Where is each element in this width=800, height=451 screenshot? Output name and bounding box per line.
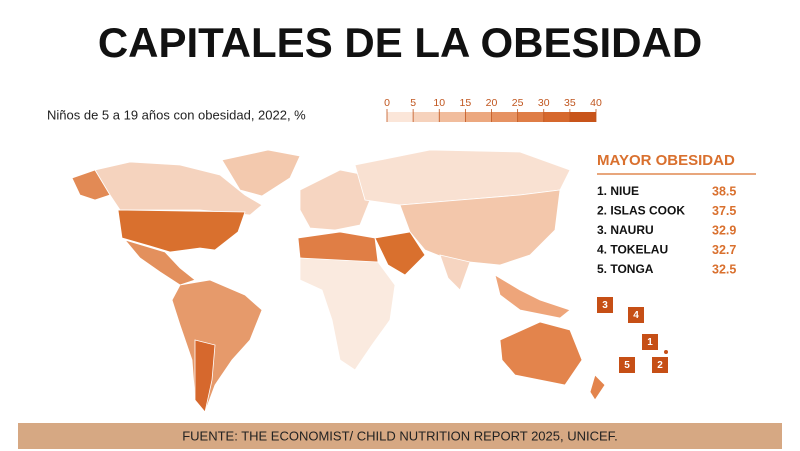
usa (117, 209, 246, 253)
new-zealand (589, 374, 606, 401)
south-america (171, 279, 263, 413)
greenland (221, 149, 301, 197)
ranking-value: 32.7 (712, 243, 736, 257)
marker-label: 2 (657, 360, 663, 371)
alaska (71, 169, 111, 201)
scale-swatch (387, 112, 414, 122)
marker-box (619, 357, 635, 373)
north-africa (297, 231, 379, 263)
south-asia (439, 254, 471, 291)
marker-box (652, 357, 668, 373)
ranking-value: 32.9 (712, 223, 736, 237)
scale-tick-label: 30 (538, 97, 550, 109)
island-dot (664, 350, 668, 354)
ranking-label: 5. TONGA (597, 262, 654, 276)
ranking-label: 1. NIUE (597, 184, 639, 198)
scale-tick-label: 20 (486, 97, 498, 109)
scale-tick-label: 10 (433, 97, 445, 109)
marker-label: 5 (624, 360, 630, 371)
scale-tick-label: 0 (384, 97, 390, 109)
scale-swatch (491, 112, 518, 122)
marker-box (628, 307, 644, 323)
title: CAPITALES DE LA OBESIDAD (98, 19, 702, 66)
scale-tick-label: 25 (512, 97, 524, 109)
marker-label: 4 (633, 310, 639, 321)
color-scale: 0 5 10 15 20 25 30 35 40 (384, 97, 602, 122)
marker-box (597, 297, 613, 313)
scale-tick-label: 5 (410, 97, 416, 109)
scale-tick-label: 15 (460, 97, 472, 109)
scale-swatch (543, 112, 570, 122)
ranking-value: 32.5 (712, 262, 736, 276)
ranking-label: 2. ISLAS COOK (597, 204, 685, 218)
europe (299, 169, 371, 231)
middle-east (374, 231, 426, 276)
ranking-label: 4. TOKELAU (597, 243, 668, 257)
africa (299, 257, 396, 371)
map-markers: 3 4 1 5 2 (597, 297, 668, 373)
scale-swatch (517, 112, 544, 122)
scale-swatch (439, 112, 466, 122)
southern-cone (194, 339, 216, 413)
world-map (71, 149, 606, 413)
ranking-title: MAYOR OBESIDAD (597, 152, 735, 169)
australia (499, 321, 583, 386)
marker-label: 1 (647, 337, 653, 348)
footer-band (18, 423, 782, 449)
ranking-label: 3. NAURU (597, 223, 654, 237)
southeast-asia (494, 274, 571, 319)
marker-box (642, 334, 658, 350)
scale-swatch (413, 112, 440, 122)
ranking-value: 37.5 (712, 204, 736, 218)
source: FUENTE: THE ECONOMIST/ CHILD NUTRITION R… (182, 428, 618, 443)
scale-tick-label: 35 (564, 97, 576, 109)
mexico (123, 239, 196, 286)
subtitle: Niños de 5 a 19 años con obesidad, 2022,… (47, 107, 306, 122)
asia (399, 189, 561, 266)
scale-swatch (569, 112, 596, 122)
scale-tick-label: 40 (590, 97, 602, 109)
ranking: MAYOR OBESIDAD 1. NIUE 38.5 2. ISLAS COOK 3… (597, 152, 756, 276)
marker-label: 3 (602, 300, 608, 311)
ranking-value: 38.5 (712, 184, 736, 198)
scale-swatch (465, 112, 492, 122)
